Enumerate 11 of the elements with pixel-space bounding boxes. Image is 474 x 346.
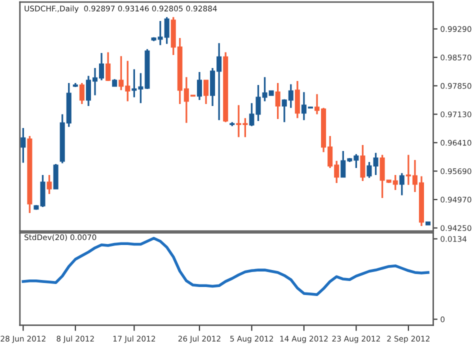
candlestick: [46, 174, 52, 195]
candlestick: [360, 144, 366, 182]
candlestick: [79, 82, 84, 105]
candlestick: [275, 82, 280, 120]
candlestick: [294, 80, 300, 120]
candlestick: [106, 51, 111, 82]
candlestick: [399, 172, 404, 196]
candlestick: [196, 71, 202, 101]
candlestick: [20, 127, 26, 164]
candlestick: [53, 163, 58, 190]
candlestick: [203, 79, 209, 105]
